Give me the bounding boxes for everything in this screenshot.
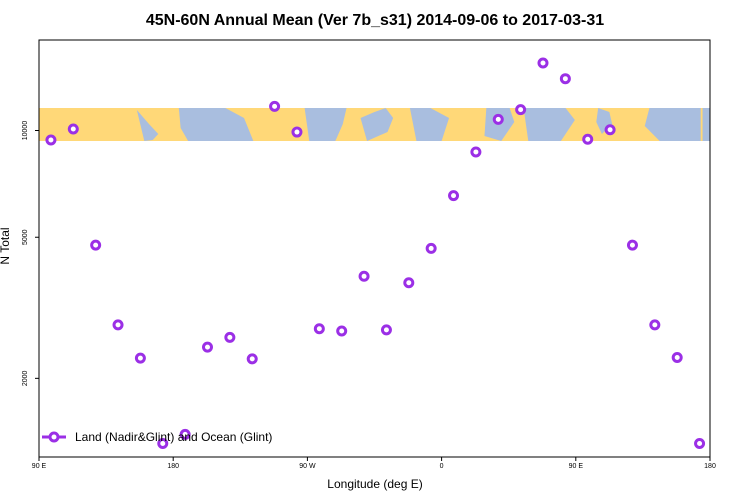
map-ocean-1 [178,108,254,141]
data-point [269,100,281,112]
y-axis-label: N Total [0,227,12,264]
data-point [470,146,482,158]
data-point [358,270,370,282]
x-tick-label: 180 [167,463,179,470]
data-point [626,239,638,251]
legend-marker [48,431,60,443]
x-axis: 90 E 180 90 W 0 90 E 180 [32,457,716,470]
x-tick-label: 0 [440,463,444,470]
map-ocean-2 [304,108,347,141]
x-tick-label: 180 [704,463,716,470]
map-ocean-4 [409,108,450,141]
data-point [134,352,146,364]
data-point [694,437,706,449]
data-point [45,134,57,146]
map-ocean-8 [644,108,701,141]
map-ocean-9 [702,108,710,141]
data-point [380,324,392,336]
world-map-band [39,108,710,141]
data-point [112,319,124,331]
y-tick-label: 10000 [22,121,29,141]
legend: Land (Nadir&Glint) and Ocean (Glint) [42,430,272,444]
legend-label: Land (Nadir&Glint) and Ocean (Glint) [75,430,272,444]
data-point [224,331,236,343]
data-point [515,104,527,116]
data-point [649,319,661,331]
data-point [559,73,571,85]
data-point [336,325,348,337]
x-tick-label: 90 E [569,463,584,470]
data-point [291,126,303,138]
map-ocean-3 [360,108,394,141]
x-tick-label: 90 W [299,463,316,470]
chart-title: 45N-60N Annual Mean (Ver 7b_s31) 2014-09… [146,12,604,29]
data-point [201,341,213,353]
data-point [246,353,258,365]
x-tick-label: 90 E [32,463,47,470]
data-point [671,351,683,363]
data-point [492,113,504,125]
data-point [403,277,415,289]
plot-frame [38,39,711,458]
y-tick-label: 5000 [22,229,29,245]
data-point [425,242,437,254]
data-point [67,123,79,135]
x-axis-label: Longitude (deg E) [327,477,422,491]
map-ocean-6 [523,108,575,141]
y-axis: 2000 5000 10000 [22,121,39,386]
data-point [537,57,549,69]
data-point [157,437,169,449]
data-point [90,239,102,251]
data-point [313,323,325,335]
data-point [179,428,191,440]
data-point [582,133,594,145]
data-points [45,57,706,449]
y-tick-label: 2000 [22,370,29,386]
data-point [604,124,616,136]
data-point [448,190,460,202]
map-ocean-0 [136,110,159,141]
